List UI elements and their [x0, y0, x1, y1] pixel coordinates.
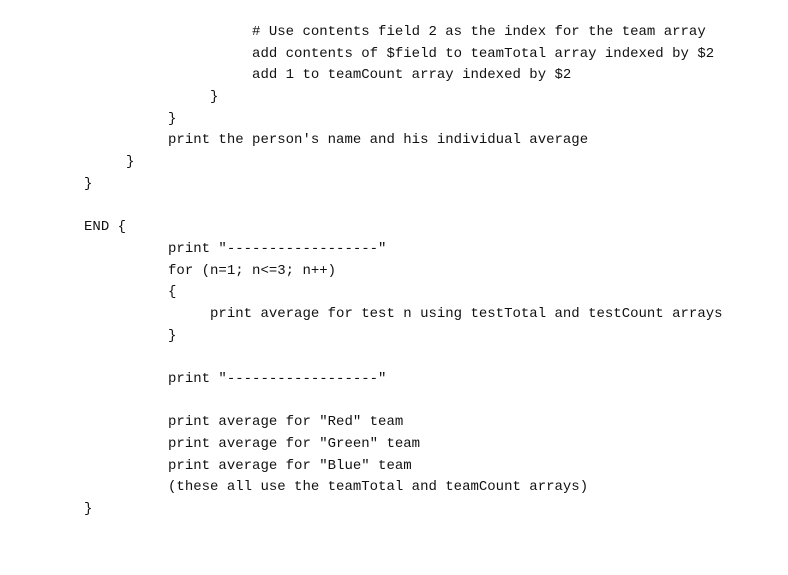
code-text: # Use contents field 2 as the index for … [0, 24, 723, 517]
code-block: # Use contents field 2 as the index for … [0, 14, 788, 521]
